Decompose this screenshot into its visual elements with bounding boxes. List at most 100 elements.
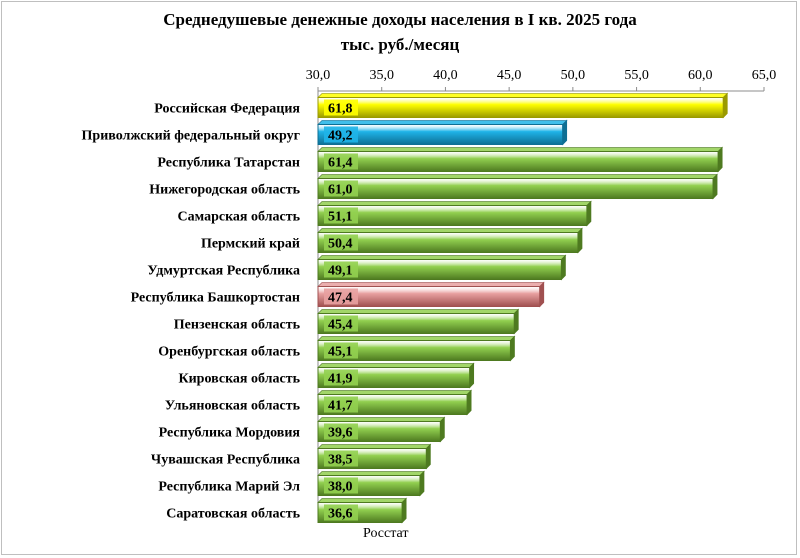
- category-label: Республика Мордовия: [159, 426, 301, 441]
- bar: [317, 97, 724, 118]
- chart-title: Среднедушевые денежные доходы населения …: [163, 10, 637, 29]
- bar-value-label-box: [324, 234, 358, 251]
- bar-value-label-box: [324, 261, 358, 278]
- category-label: Кировская область: [178, 372, 300, 387]
- bar-value-label-box: [324, 423, 358, 440]
- chart-subtitle: тыс. руб./месяц: [340, 35, 460, 54]
- bar-value-label: 50,4: [328, 237, 353, 252]
- x-tick-label: 30,0: [306, 68, 331, 83]
- x-tick-label: 50,0: [561, 68, 586, 83]
- bar-value-label: 38,5: [328, 453, 353, 468]
- x-tick-label: 60,0: [688, 68, 713, 83]
- bar-value-label: 49,2: [328, 129, 353, 144]
- bar-value-label: 36,6: [328, 507, 353, 522]
- category-label: Российская Федерация: [154, 102, 300, 117]
- category-label: Республика Башкортостан: [131, 291, 300, 306]
- bar-side-face: [586, 200, 592, 227]
- bar-value-label-box: [324, 315, 358, 332]
- bar-side-face: [439, 416, 445, 443]
- x-tick-label: 35,0: [369, 68, 394, 83]
- bar-top-face: [317, 444, 432, 449]
- bar: [317, 124, 564, 145]
- bar: [317, 313, 515, 334]
- category-label: Пермский край: [201, 237, 300, 252]
- category-label: Саратовская область: [166, 507, 300, 522]
- bar-top-face: [317, 498, 408, 503]
- bar-top-face: [317, 363, 475, 368]
- bar-value-label: 61,4: [328, 156, 353, 171]
- category-label: Республика Марий Эл: [158, 480, 300, 495]
- bar-top-face: [317, 120, 568, 125]
- bar-value-label-box: [324, 153, 358, 170]
- bar-side-face: [717, 146, 723, 173]
- bar-value-label: 45,4: [328, 318, 353, 333]
- bar-top-face: [317, 336, 516, 341]
- bar-top-face: [317, 309, 520, 314]
- bar-side-face: [560, 254, 566, 281]
- category-label: Ульяновская область: [165, 399, 301, 414]
- bar-value-label: 39,6: [328, 426, 353, 441]
- bar: [317, 178, 714, 199]
- bar-top-face: [317, 228, 583, 233]
- bar-side-face: [513, 308, 519, 335]
- bar-value-label: 49,1: [328, 264, 353, 279]
- bar-side-face: [577, 227, 583, 254]
- bar-top-face: [317, 417, 446, 422]
- bar-value-label-box: [324, 99, 358, 116]
- x-tick-label: 65,0: [752, 68, 777, 83]
- bar-value-label: 61,0: [328, 183, 353, 198]
- bar-side-face: [419, 470, 425, 497]
- bar-side-face: [539, 281, 545, 308]
- bar-value-label-box: [324, 504, 358, 521]
- bar-top-face: [317, 201, 592, 206]
- bar-value-label-box: [324, 396, 358, 413]
- bar-value-label-box: [324, 477, 358, 494]
- bar-top-face: [317, 174, 718, 179]
- category-label: Республика Татарстан: [157, 156, 300, 171]
- category-label: Оренбургская область: [158, 345, 300, 360]
- bar-side-face: [562, 119, 568, 146]
- bar-value-label: 51,1: [328, 210, 353, 225]
- category-label: Нижегородская область: [149, 183, 300, 198]
- bar-top-face: [317, 255, 567, 260]
- bar: [317, 232, 579, 253]
- bar-value-label-box: [324, 450, 358, 467]
- x-tick-label: 45,0: [497, 68, 522, 83]
- bar-side-face: [469, 362, 475, 389]
- bar-value-label-box: [324, 342, 358, 359]
- bar-top-face: [317, 282, 545, 287]
- category-label: Чувашская Республика: [151, 453, 300, 468]
- category-label: Самарская область: [178, 210, 301, 225]
- bar-side-face: [466, 389, 472, 416]
- bar-side-face: [722, 92, 728, 119]
- bar-value-label-box: [324, 207, 358, 224]
- source-label: Росстат: [363, 526, 409, 541]
- category-label: Пензенская область: [174, 318, 301, 333]
- bar: [317, 286, 541, 307]
- bar-side-face: [712, 173, 718, 200]
- bar-side-face: [425, 443, 431, 470]
- category-label: Удмуртская Республика: [147, 264, 300, 279]
- x-tick-label: 55,0: [624, 68, 649, 83]
- bar-value-label-box: [324, 180, 358, 197]
- category-label: Приволжский федеральный округ: [82, 129, 300, 144]
- bar-value-label: 38,0: [328, 480, 353, 495]
- bar-side-face: [401, 497, 407, 524]
- bar-value-label-box: [324, 369, 358, 386]
- bar: [317, 259, 562, 280]
- bar-value-label: 41,7: [328, 399, 353, 414]
- bar: [317, 151, 719, 172]
- bar-side-face: [510, 335, 515, 362]
- x-tick-label: 40,0: [433, 68, 458, 83]
- bar-value-label: 61,8: [328, 102, 353, 117]
- bar-value-label: 41,9: [328, 372, 353, 387]
- bar-value-label: 47,4: [328, 291, 353, 306]
- bar-value-label-box: [324, 126, 358, 143]
- bar-top-face: [317, 471, 425, 476]
- bar-top-face: [317, 390, 473, 395]
- bar-top-face: [317, 93, 729, 98]
- bar: [317, 205, 588, 226]
- bar-value-label-box: [324, 288, 358, 305]
- bar-top-face: [317, 147, 724, 152]
